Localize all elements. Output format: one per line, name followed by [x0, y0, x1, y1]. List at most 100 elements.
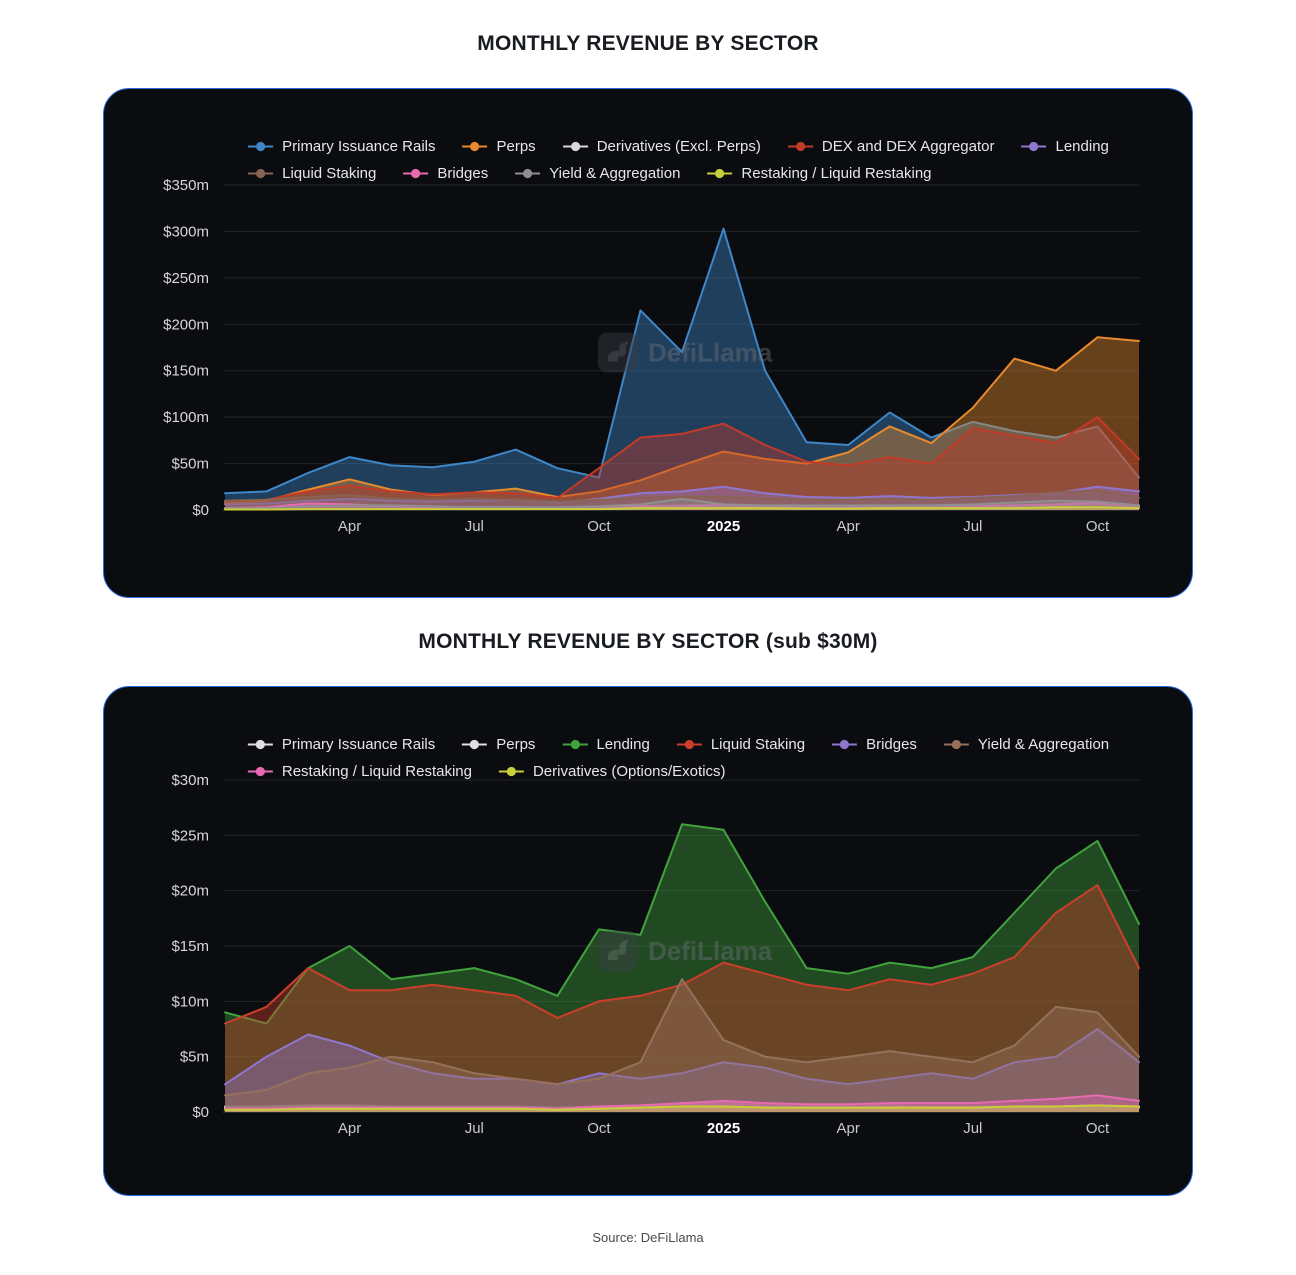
series-area-liquid-staking: [225, 885, 1139, 1112]
llama-icon: [608, 939, 629, 960]
legend-item-lending[interactable]: Lending: [1021, 133, 1109, 160]
y-axis-label: $10m: [171, 993, 209, 1010]
legend-label: Restaking / Liquid Restaking: [741, 165, 932, 182]
x-axis-label: 2025: [707, 1120, 740, 1137]
legend-label: Bridges: [866, 736, 917, 753]
y-axis-label: $150m: [163, 363, 209, 380]
series-line-restaking-liquid-restaking: [224, 506, 1140, 511]
legend-item-dex-and-dex-aggregator[interactable]: DEX and DEX Aggregator: [787, 133, 995, 160]
legend-marker-icon: [247, 766, 273, 777]
y-axis-label: $0: [192, 1104, 209, 1121]
y-axis-label: $15m: [171, 938, 209, 955]
series-area-primary-issuance-rails: [225, 228, 1139, 510]
y-axis-label: $5m: [180, 1049, 209, 1066]
legend-marker-icon: [832, 739, 858, 750]
legend-item-yield-aggregation[interactable]: Yield & Aggregation: [514, 160, 680, 187]
legend-marker-icon: [515, 168, 541, 179]
x-axis-label: 2025: [707, 518, 740, 535]
legend-marker-icon: [562, 739, 588, 750]
legend-row: Liquid Staking Bridges Yield & Aggregation…: [247, 160, 932, 187]
chart1-legend: Primary Issuance Rails Perps Derivatives (…: [247, 133, 1109, 187]
source-note: Source: DeFiLlama: [592, 1230, 704, 1245]
legend-label: Liquid Staking: [282, 165, 377, 182]
legend-marker-icon: [787, 141, 813, 152]
legend-row: Primary Issuance Rails Perps Derivatives (…: [247, 133, 1109, 160]
legend-item-primary-issuance-rails[interactable]: Primary Issuance Rails: [247, 731, 435, 758]
legend-label: Perps: [496, 736, 536, 753]
legend-item-derivatives-options-exotics[interactable]: Derivatives (Options/Exotics): [498, 758, 726, 785]
series-line-restaking-liquid-restaking: [224, 1094, 1140, 1110]
legend-label: Primary Issuance Rails: [281, 736, 436, 753]
legend-marker-icon: [247, 739, 273, 750]
x-axis-label: Apr: [837, 518, 860, 535]
watermark-text: DefiLlama: [648, 338, 773, 368]
x-axis-label: Jul: [963, 1120, 982, 1137]
legend-item-lending[interactable]: Lending: [561, 731, 650, 758]
y-axis-label: $350m: [163, 177, 209, 194]
x-axis-label: Apr: [837, 1120, 860, 1137]
x-axis-label: Jul: [465, 1120, 484, 1137]
x-axis-label: Apr: [338, 1120, 361, 1137]
series-area-derivatives-options-exotics: [225, 1105, 1139, 1112]
chart1-plot-area[interactable]: $0 $50m $100m $150m $200m $250m $300m $350m Apr J…: [104, 89, 1193, 598]
legend-marker-icon: [248, 168, 274, 179]
legend-item-perps[interactable]: Perps: [462, 133, 536, 160]
legend-marker-icon: [462, 739, 488, 750]
legend-item-primary-issuance-rails[interactable]: Primary Issuance Rails: [247, 133, 436, 160]
defillama-watermark: DefiLlama: [598, 332, 773, 373]
legend-marker-icon: [1021, 141, 1047, 152]
legend-item-derivatives-excl-perps[interactable]: Derivatives (Excl. Perps): [562, 133, 761, 160]
defillama-logo-icon: [598, 931, 638, 971]
llama-icon: [608, 341, 629, 362]
watermark-text: DefiLlama: [648, 936, 773, 966]
legend-marker-icon: [462, 141, 488, 152]
series-area-dex-and-dex-aggregator: [225, 417, 1139, 510]
series-area-lending: [225, 824, 1139, 1112]
legend-label: Yield & Aggregation: [977, 736, 1110, 753]
legend-label: Derivatives (Excl. Perps): [596, 138, 761, 155]
series-area-bridges: [225, 1029, 1139, 1112]
y-axis-label: $20m: [171, 883, 209, 900]
legend-item-restaking-liquid-restaking[interactable]: Restaking / Liquid Restaking: [706, 160, 932, 187]
series-line-yield-aggregation: [224, 497, 1140, 510]
chart2-card: $0 $5m $10m $15m $20m $25m $30m Apr Jul Oct 2025 Ap…: [103, 686, 1193, 1196]
legend-item-bridges[interactable]: Bridges: [402, 160, 488, 187]
legend-label: Primary Issuance Rails: [282, 138, 436, 155]
y-axis-label: $30m: [171, 772, 209, 789]
legend-label: Liquid Staking: [710, 736, 806, 753]
legend-item-bridges[interactable]: Bridges: [831, 731, 917, 758]
series-line-lending: [224, 823, 1140, 1025]
x-axis-label: Jul: [465, 518, 484, 535]
x-axis-label: Oct: [1086, 1120, 1110, 1137]
legend-label: Yield & Aggregation: [549, 165, 681, 182]
legend-item-perps[interactable]: Perps: [461, 731, 535, 758]
series-line-derivatives-options-exotics: [224, 1104, 1140, 1111]
chart2-plot-area[interactable]: $0 $5m $10m $15m $20m $25m $30m Apr Jul Oct 2025 Ap…: [104, 687, 1193, 1196]
series-line-dex-and-dex-aggregator: [224, 416, 1140, 503]
legend-marker-icon: [943, 739, 969, 750]
defillama-logo-icon: [598, 332, 638, 373]
y-axis-label: $250m: [163, 270, 209, 287]
y-axis-label: $50m: [171, 456, 209, 473]
legend-item-liquid-staking[interactable]: Liquid Staking: [676, 731, 805, 758]
y-axis-label: $200m: [163, 316, 209, 333]
legend-marker-icon: [403, 168, 429, 179]
legend-label: Perps: [496, 138, 536, 155]
legend-item-restaking-liquid-restaking[interactable]: Restaking / Liquid Restaking: [247, 758, 472, 785]
legend-label: Lending: [1055, 138, 1109, 155]
legend-label: DEX and DEX Aggregator: [821, 138, 995, 155]
legend-row: Primary Issuance Rails Perps Lending Liquid…: [247, 731, 1109, 758]
series-line-yield-aggregation: [224, 978, 1140, 1097]
y-axis-label: $0: [192, 502, 209, 519]
legend-marker-icon: [498, 766, 524, 777]
y-axis-label: $100m: [163, 409, 209, 426]
x-axis-label: Oct: [1086, 518, 1110, 535]
x-axis-label: Oct: [587, 518, 611, 535]
legend-item-liquid-staking[interactable]: Liquid Staking: [247, 160, 376, 187]
series-area-perps: [225, 337, 1139, 510]
chart1-title: MONTHLY REVENUE BY SECTOR: [477, 32, 819, 55]
legend-item-yield-aggregation[interactable]: Yield & Aggregation: [943, 731, 1109, 758]
y-axis-label: $25m: [171, 827, 209, 844]
series-line-primary-issuance-rails: [224, 227, 1140, 495]
defillama-watermark: DefiLlama: [598, 931, 773, 971]
